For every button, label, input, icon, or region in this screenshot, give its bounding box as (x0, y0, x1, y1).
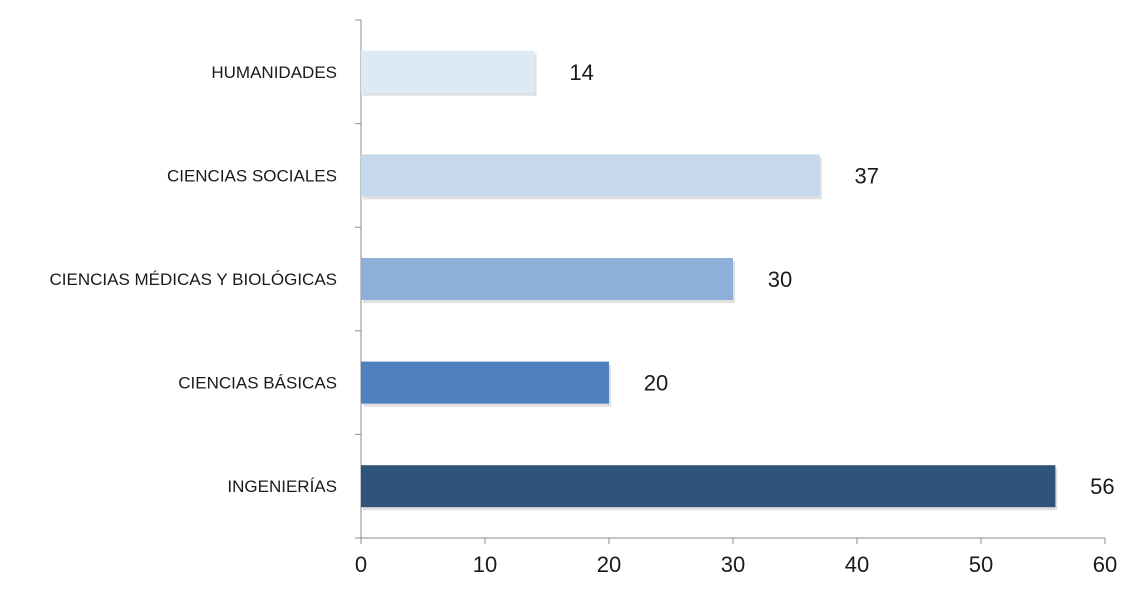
x-tick-label: 40 (845, 552, 869, 577)
x-tick-label: 50 (969, 552, 993, 577)
category-label: CIENCIAS MÉDICAS Y BIOLÓGICAS (49, 270, 337, 289)
value-label: 37 (855, 163, 879, 188)
value-label: 30 (768, 267, 792, 292)
category-label: CIENCIAS BÁSICAS (178, 374, 337, 393)
category-label: CIENCIAS SOCIALES (167, 166, 337, 185)
value-label: 14 (569, 60, 593, 85)
value-label: 20 (644, 371, 668, 396)
bar (361, 361, 609, 404)
value-label: 56 (1090, 474, 1114, 499)
bar (361, 258, 733, 300)
x-tick-label: 0 (355, 552, 367, 577)
category-label: HUMANIDADES (211, 63, 337, 82)
x-tick-label: 10 (473, 552, 497, 577)
bar (361, 465, 1056, 508)
bar (361, 50, 535, 93)
labels: 0 10 20 30 40 50 60 HUMANIDADES 14 CIENCIAS SOCIA… (49, 60, 1117, 577)
bar (361, 154, 820, 197)
category-label: INGENIERÍAS (227, 477, 337, 496)
x-tick-label: 60 (1093, 552, 1117, 577)
bars (361, 50, 1058, 511)
x-tick-label: 30 (721, 552, 745, 577)
x-tick-label: 20 (597, 552, 621, 577)
